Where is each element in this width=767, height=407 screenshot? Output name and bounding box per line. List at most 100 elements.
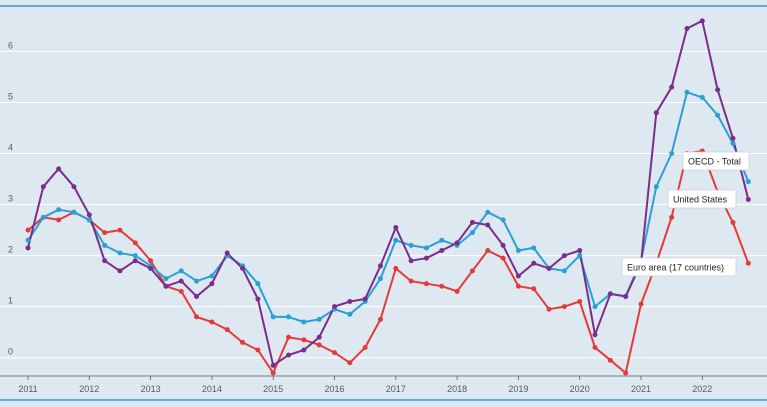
data-point — [163, 283, 169, 289]
data-point — [745, 179, 751, 185]
data-point — [439, 283, 445, 289]
data-point — [178, 268, 184, 274]
data-point — [393, 225, 399, 231]
data-point — [117, 227, 123, 233]
x-tick-label: 2022 — [692, 384, 712, 394]
data-point — [546, 265, 552, 271]
data-point — [408, 258, 414, 264]
data-point — [592, 304, 598, 310]
data-point — [745, 196, 751, 202]
data-point — [240, 265, 246, 271]
data-point — [515, 273, 521, 279]
data-point — [102, 242, 108, 248]
data-point — [347, 299, 353, 305]
data-point — [377, 263, 383, 269]
data-point — [653, 184, 659, 190]
data-point — [270, 362, 276, 368]
data-point — [423, 245, 429, 251]
data-point — [332, 304, 337, 310]
data-point — [102, 258, 108, 264]
data-point — [316, 316, 322, 322]
data-point — [301, 347, 307, 353]
data-point — [408, 278, 414, 284]
data-point — [561, 304, 567, 310]
series-label-box — [667, 189, 737, 209]
data-point — [286, 352, 292, 358]
data-point — [607, 357, 613, 363]
y-tick-label: 2 — [8, 245, 13, 255]
data-point — [684, 25, 690, 31]
data-point — [577, 248, 583, 253]
data-point — [669, 151, 675, 157]
data-point — [286, 314, 292, 320]
data-point — [25, 245, 31, 251]
series-label-text: United States — [673, 195, 728, 205]
x-tick-label: 2019 — [508, 384, 528, 394]
data-point — [224, 327, 230, 333]
data-point — [485, 222, 491, 228]
data-point — [531, 260, 537, 266]
data-point — [362, 344, 368, 350]
data-point — [561, 268, 567, 274]
data-point — [56, 217, 62, 223]
data-point — [500, 217, 506, 223]
data-point — [71, 209, 77, 215]
data-point — [194, 314, 200, 320]
x-tick-label: 2017 — [386, 384, 406, 394]
data-point — [439, 237, 445, 243]
y-tick-label: 0 — [8, 347, 13, 357]
data-point — [56, 207, 62, 213]
series-label-box — [621, 257, 737, 277]
data-point — [255, 347, 261, 353]
y-tick-label: 6 — [8, 40, 13, 50]
x-tick-label: 2013 — [141, 384, 161, 394]
x-tick-label: 2016 — [324, 384, 344, 394]
data-point — [148, 265, 154, 271]
data-point — [240, 339, 246, 345]
data-point — [469, 268, 475, 274]
data-point — [485, 209, 491, 215]
data-point — [699, 94, 705, 100]
data-point — [377, 276, 383, 282]
data-point — [515, 283, 521, 289]
data-point — [86, 212, 92, 218]
data-point — [117, 268, 123, 274]
x-tick-label: 2018 — [447, 384, 467, 394]
data-point — [546, 306, 552, 312]
data-point — [531, 286, 537, 292]
data-point — [194, 278, 200, 284]
data-point — [469, 219, 475, 225]
data-point — [669, 84, 675, 90]
series-label-text: OECD - Total — [688, 157, 741, 167]
data-point — [423, 255, 429, 261]
data-point — [132, 258, 138, 264]
data-point — [102, 230, 108, 236]
series-label: Euro area (17 countries) — [621, 257, 737, 277]
data-point — [178, 288, 184, 294]
data-point — [485, 248, 491, 253]
data-point — [194, 293, 200, 299]
data-point — [270, 314, 276, 320]
series-label: OECD - Total — [682, 151, 750, 171]
data-point — [623, 293, 629, 299]
data-point — [347, 360, 353, 366]
data-point — [577, 299, 583, 305]
data-point — [117, 250, 123, 256]
y-tick-label: 4 — [8, 143, 13, 153]
x-tick-label: 2020 — [570, 384, 590, 394]
data-point — [148, 258, 154, 264]
data-point — [408, 242, 414, 248]
series-line — [27, 19, 750, 367]
data-point — [653, 110, 659, 116]
data-point — [531, 245, 537, 251]
data-point — [393, 237, 399, 243]
data-point — [86, 217, 92, 223]
series-line — [27, 150, 750, 374]
data-point — [730, 140, 736, 146]
data-point — [255, 296, 261, 302]
data-point — [40, 214, 46, 220]
data-point — [209, 273, 215, 279]
data-point — [715, 112, 721, 118]
